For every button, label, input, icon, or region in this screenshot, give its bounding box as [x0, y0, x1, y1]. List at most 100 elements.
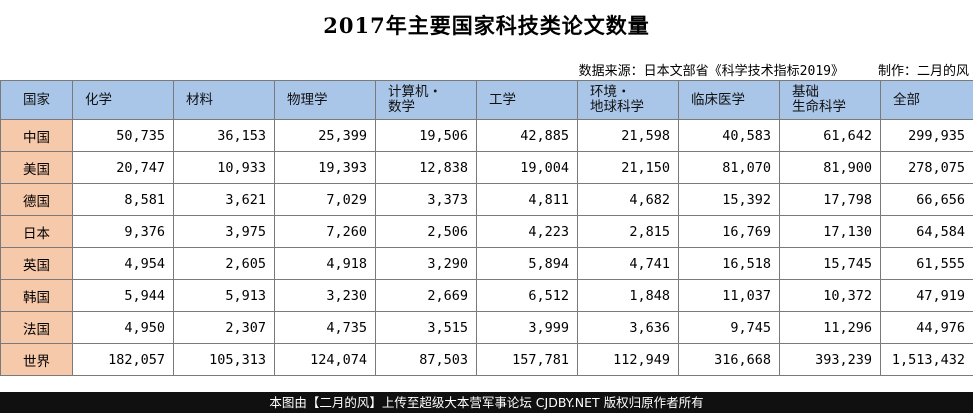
value-cell: 17,130 [779, 215, 881, 248]
column-header-line: 材料 [186, 91, 213, 108]
column-header: 计算机・ 数学 [375, 80, 477, 120]
table-row: 中国 50,735 36,153 25,399 19,506 42,885 21,598 40… [0, 119, 973, 152]
country-cell: 日本 [0, 215, 73, 248]
value-cell: 105,313 [173, 343, 275, 376]
column-header: 环境・ 地球科学 [577, 80, 679, 120]
value-cell: 278,075 [880, 151, 973, 184]
value-cell: 15,745 [779, 247, 881, 280]
value-cell: 16,518 [678, 247, 780, 280]
value-cell: 61,555 [880, 247, 973, 280]
column-header: 临床医学 [678, 80, 780, 120]
table-body: 中国 50,735 36,153 25,399 19,506 42,885 21,598 40… [0, 119, 973, 376]
column-header: 物理学 [274, 80, 376, 120]
value-cell: 5,894 [476, 247, 578, 280]
column-header: 工学 [476, 80, 578, 120]
column-header-line: 数学 [388, 99, 415, 115]
chart-title: 2017年主要国家科技类论文数量 [323, 13, 650, 38]
value-cell: 112,949 [577, 343, 679, 376]
value-cell: 3,515 [375, 311, 477, 344]
country-cell: 世界 [0, 343, 73, 376]
data-table: 国家 化学 材料 物理学 计算机・ 数学 工学 环境・ 地球科学 临床医学 基础 生命科学 全部 中国 5… [0, 80, 973, 376]
value-cell: 3,999 [476, 311, 578, 344]
value-cell: 81,070 [678, 151, 780, 184]
value-cell: 182,057 [72, 343, 174, 376]
value-cell: 25,399 [274, 119, 376, 152]
value-cell: 393,239 [779, 343, 881, 376]
value-cell: 15,392 [678, 183, 780, 216]
data-source: 数据来源：日本文部省《科学技术指标2019》 [578, 64, 844, 79]
value-cell: 40,583 [678, 119, 780, 152]
value-cell: 2,307 [173, 311, 275, 344]
column-header-line: 工学 [489, 91, 516, 108]
table-row: 法国 4,950 2,307 4,735 3,515 3,999 3,636 9,745 11,… [0, 311, 973, 344]
column-header-line: 环境・ [590, 84, 631, 100]
author-credit: 制作：二月的风 [877, 64, 969, 79]
value-cell: 5,944 [72, 279, 174, 312]
value-cell: 124,074 [274, 343, 376, 376]
value-cell: 66,656 [880, 183, 973, 216]
value-cell: 1,848 [577, 279, 679, 312]
value-cell: 4,950 [72, 311, 174, 344]
column-header: 材料 [173, 80, 275, 120]
value-cell: 81,900 [779, 151, 881, 184]
value-cell: 4,918 [274, 247, 376, 280]
value-cell: 8,581 [72, 183, 174, 216]
value-cell: 44,976 [880, 311, 973, 344]
column-header: 基础 生命科学 [779, 80, 881, 120]
value-cell: 10,933 [173, 151, 275, 184]
value-cell: 7,260 [274, 215, 376, 248]
value-cell: 4,741 [577, 247, 679, 280]
value-cell: 9,376 [72, 215, 174, 248]
value-cell: 19,004 [476, 151, 578, 184]
column-header-line: 地球科学 [590, 99, 644, 115]
value-cell: 16,769 [678, 215, 780, 248]
value-cell: 61,642 [779, 119, 881, 152]
country-cell: 美国 [0, 151, 73, 184]
column-header-line: 物理学 [287, 91, 328, 108]
table-row: 日本 9,376 3,975 7,260 2,506 4,223 2,815 16,769 17… [0, 215, 973, 248]
value-cell: 3,373 [375, 183, 477, 216]
value-cell: 4,682 [577, 183, 679, 216]
value-cell: 12,838 [375, 151, 477, 184]
value-cell: 21,150 [577, 151, 679, 184]
value-cell: 20,747 [72, 151, 174, 184]
value-cell: 2,506 [375, 215, 477, 248]
country-cell: 韩国 [0, 279, 73, 312]
watermark-footer: 本图由【二月的风】上传至超级大本营军事论坛 CJDBY.NET 版权归原作者所有 [0, 392, 973, 413]
value-cell: 64,584 [880, 215, 973, 248]
value-cell: 4,811 [476, 183, 578, 216]
value-cell: 4,954 [72, 247, 174, 280]
value-cell: 3,230 [274, 279, 376, 312]
table-header-row: 国家 化学 材料 物理学 计算机・ 数学 工学 环境・ 地球科学 临床医学 基础 生命科学 全部 [0, 80, 973, 120]
value-cell: 87,503 [375, 343, 477, 376]
value-cell: 3,636 [577, 311, 679, 344]
value-cell: 19,393 [274, 151, 376, 184]
value-cell: 2,669 [375, 279, 477, 312]
value-cell: 36,153 [173, 119, 275, 152]
table-row: 美国 20,747 10,933 19,393 12,838 19,004 21,150 81… [0, 151, 973, 184]
value-cell: 9,745 [678, 311, 780, 344]
value-cell: 3,621 [173, 183, 275, 216]
source-line: 数据来源：日本文部省《科学技术指标2019》 制作：二月的风 [579, 60, 969, 79]
column-header-line: 化学 [85, 91, 112, 108]
value-cell: 50,735 [72, 119, 174, 152]
value-cell: 6,512 [476, 279, 578, 312]
value-cell: 7,029 [274, 183, 376, 216]
country-cell: 法国 [0, 311, 73, 344]
country-cell: 中国 [0, 119, 73, 152]
value-cell: 2,815 [577, 215, 679, 248]
value-cell: 11,296 [779, 311, 881, 344]
value-cell: 3,290 [375, 247, 477, 280]
column-header-line: 计算机・ [388, 84, 442, 100]
table-row: 韩国 5,944 5,913 3,230 2,669 6,512 1,848 11,037 10… [0, 279, 973, 312]
column-header-line: 国家 [23, 91, 50, 108]
value-cell: 3,975 [173, 215, 275, 248]
value-cell: 4,735 [274, 311, 376, 344]
value-cell: 5,913 [173, 279, 275, 312]
column-header-line: 临床医学 [691, 91, 745, 108]
value-cell: 2,605 [173, 247, 275, 280]
table-row: 英国 4,954 2,605 4,918 3,290 5,894 4,741 16,518 15… [0, 247, 973, 280]
value-cell: 157,781 [476, 343, 578, 376]
column-header: 化学 [72, 80, 174, 120]
column-header-line: 基础 [792, 84, 819, 100]
